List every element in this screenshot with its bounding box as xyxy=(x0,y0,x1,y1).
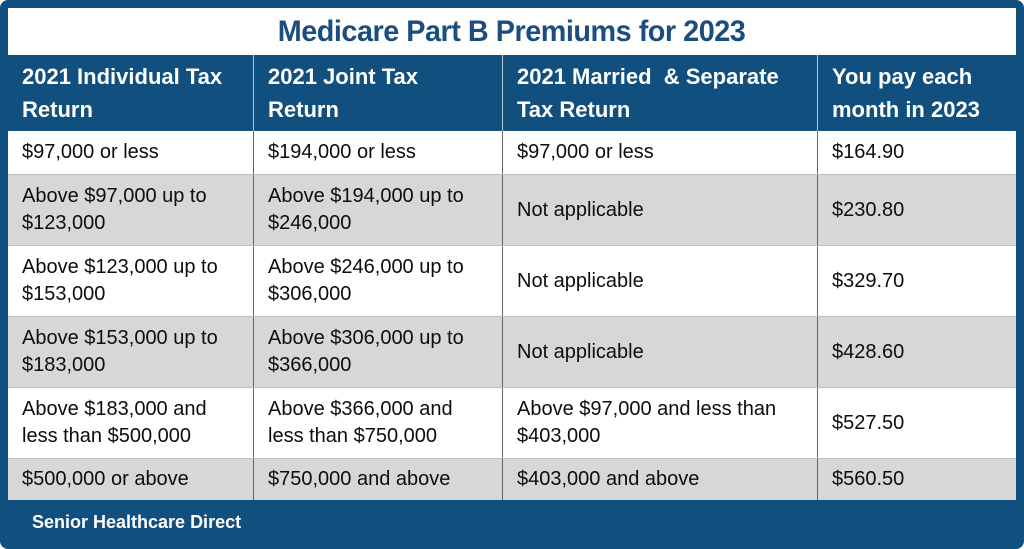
table-cell: Above $123,000 up to $153,000 xyxy=(8,246,254,316)
column-header-individual-return: 2021 Individual Tax Return xyxy=(8,55,254,131)
table-cell-premium: $329.70 xyxy=(832,269,905,292)
column-header-married-separate-return: 2021 Married & Separate Tax Return xyxy=(503,55,818,131)
table-row: Above $123,000 up to $153,000 Above $246… xyxy=(8,245,1016,316)
page-title: Medicare Part B Premiums for 2023 xyxy=(278,14,746,48)
table-cell: Above $246,000 up to $306,000 xyxy=(254,246,503,316)
table-cell-premium: $527.50 xyxy=(832,411,905,434)
table-header-row: 2021 Individual Tax Return 2021 Joint Ta… xyxy=(8,55,1016,131)
table-row: Above $183,000 and less than $500,000 Ab… xyxy=(8,387,1016,458)
poster-inner: Medicare Part B Premiums for 2023 2021 I… xyxy=(8,8,1016,549)
table-cell: Not applicable xyxy=(503,175,818,245)
table-cell: Above $194,000 up to $246,000 xyxy=(254,175,503,245)
column-header-joint-return: 2021 Joint Tax Return xyxy=(254,55,503,131)
table-row: Above $97,000 up to $123,000 Above $194,… xyxy=(8,174,1016,245)
table-cell: Not applicable xyxy=(503,317,818,387)
table-cell: Above $153,000 up to $183,000 xyxy=(8,317,254,387)
table-row: $500,000 or above $750,000 and above $40… xyxy=(8,458,1016,500)
table-cell: $194,000 or less xyxy=(254,131,503,174)
table-cell: Above $306,000 up to $366,000 xyxy=(254,317,503,387)
table-cell-premium: $230.80 xyxy=(832,198,905,221)
table-row: $97,000 or less $194,000 or less $97,000… xyxy=(8,131,1016,174)
table-cell: Above $183,000 and less than $500,000 xyxy=(8,388,254,458)
column-header-monthly-premium: You pay each month in 2023 xyxy=(832,64,980,122)
table-row: Above $153,000 up to $183,000 Above $306… xyxy=(8,316,1016,387)
table-cell: Not applicable xyxy=(503,246,818,316)
table-cell: Above $366,000 and less than $750,000 xyxy=(254,388,503,458)
brand-name: Senior Healthcare Direct xyxy=(32,512,242,532)
table-cell-premium: $428.60 xyxy=(832,340,905,363)
table-cell: $750,000 and above xyxy=(254,459,503,500)
footer-band: Senior Healthcare Direct xyxy=(8,500,1016,549)
table-cell: $97,000 or less xyxy=(503,131,818,174)
table-cell: $500,000 or above xyxy=(8,459,254,500)
table-cell-premium: $164.90 xyxy=(832,141,905,163)
table-cell: Above $97,000 and less than $403,000 xyxy=(503,388,818,458)
table-cell: $97,000 or less xyxy=(8,131,254,174)
table-cell: $403,000 and above xyxy=(503,459,818,500)
table-cell: Above $97,000 up to $123,000 xyxy=(8,175,254,245)
title-band: Medicare Part B Premiums for 2023 xyxy=(8,8,1016,55)
table-cell-premium: $560.50 xyxy=(832,468,905,490)
